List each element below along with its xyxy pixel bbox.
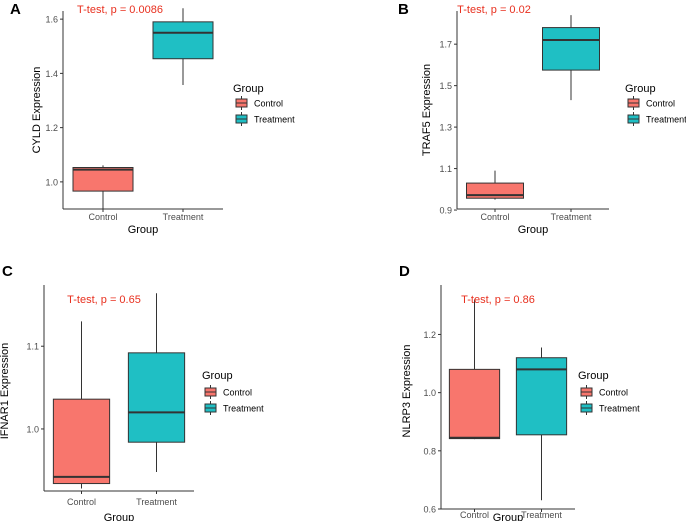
legend-label-treatment: Treatment xyxy=(254,115,295,125)
legend-title: Group xyxy=(233,83,264,95)
y-tick-label: 0.9 xyxy=(439,206,452,216)
x-tick-label: Treatment xyxy=(136,497,177,507)
y-tick-label: 0.6 xyxy=(423,505,436,515)
y-tick-label: 1.1 xyxy=(439,164,452,174)
legend: Group Control Treatment xyxy=(578,370,640,415)
y-tick-label: 1.5 xyxy=(439,81,452,91)
legend-label-treatment: Treatment xyxy=(223,404,264,414)
box-treatment xyxy=(127,352,186,443)
y-tick-label: 1.0 xyxy=(26,424,39,434)
p-value-annotation: T-test, p = 0.0086 xyxy=(77,4,163,16)
legend-label-control: Control xyxy=(223,388,252,398)
y-tick-label: 1.4 xyxy=(45,69,58,79)
legend-label-control: Control xyxy=(599,388,628,398)
legend: Group Control Treatment xyxy=(202,370,264,415)
p-value-annotation: T-test, p = 0.86 xyxy=(461,294,535,306)
y-axis-title: TRAF5 Expression xyxy=(421,64,433,156)
panel-label: C xyxy=(2,263,13,280)
y-tick-label: 1.1 xyxy=(26,342,39,352)
x-tick-label: Control xyxy=(88,212,117,222)
y-axis-title: NLRP3 Expression xyxy=(401,345,413,438)
y-tick-label: 1.3 xyxy=(439,123,452,133)
x-tick-label: Control xyxy=(460,510,489,520)
box-treatment xyxy=(152,21,214,60)
legend-title: Group xyxy=(202,370,233,382)
x-tick-label: Treatment xyxy=(551,212,592,222)
legend-label-treatment: Treatment xyxy=(646,115,686,125)
legend: Group Control Treatment xyxy=(625,83,686,126)
p-value-annotation: T-test, p = 0.65 xyxy=(67,294,141,306)
legend-title: Group xyxy=(578,370,609,382)
x-tick-label: Control xyxy=(67,497,96,507)
x-axis-title: Group xyxy=(493,512,524,521)
y-tick-label: 1.2 xyxy=(45,123,58,133)
x-axis-title: Group xyxy=(518,224,549,236)
y-tick-label: 1.0 xyxy=(423,388,436,398)
x-axis-title: Group xyxy=(128,224,159,236)
x-tick-label: Treatment xyxy=(163,212,204,222)
x-axis-title: Group xyxy=(104,512,135,521)
panel-label: A xyxy=(10,1,21,18)
y-tick-label: 1.0 xyxy=(45,177,58,187)
y-tick-label: 1.7 xyxy=(439,40,452,50)
x-tick-label: Control xyxy=(480,212,509,222)
y-tick-label: 1.2 xyxy=(423,330,436,340)
y-tick-label: 1.6 xyxy=(45,15,58,25)
box-control xyxy=(448,368,501,440)
box-control xyxy=(52,398,111,485)
p-value-annotation: T-test, p = 0.02 xyxy=(457,4,531,16)
panel-label: B xyxy=(398,1,409,18)
legend-title: Group xyxy=(625,83,656,95)
legend-label-treatment: Treatment xyxy=(599,404,640,414)
box-control xyxy=(72,167,134,192)
legend-label-control: Control xyxy=(646,99,675,109)
y-tick-label: 0.8 xyxy=(423,446,436,456)
legend: Group Control Treatment xyxy=(233,83,295,126)
panel-label: D xyxy=(399,263,410,280)
x-tick-label: Treatment xyxy=(521,510,562,520)
panel-a: A 1.0 1.2 1.4 1.6 Control Treatment Group CYLD E… xyxy=(10,1,295,236)
box-treatment xyxy=(542,27,600,71)
y-axis-title: IFNAR1 Expression xyxy=(0,343,11,440)
y-axis-title: CYLD Expression xyxy=(31,67,43,154)
box-treatment xyxy=(515,357,568,436)
legend-label-control: Control xyxy=(254,99,283,109)
